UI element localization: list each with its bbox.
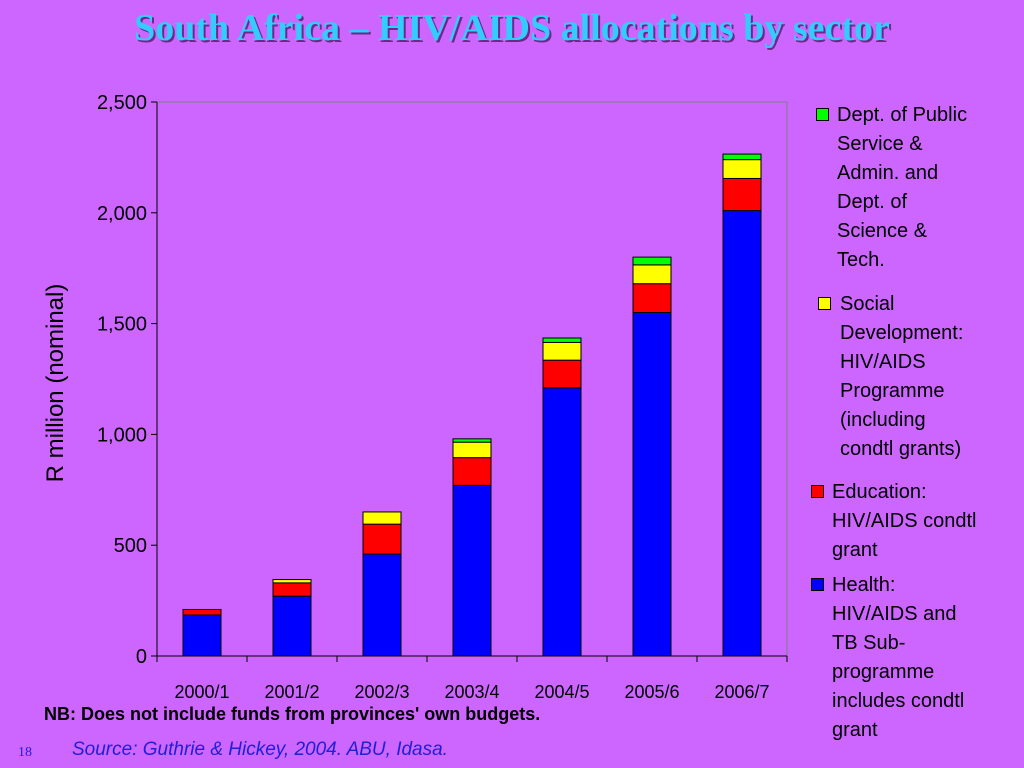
x-tick-label: 2005/6 bbox=[624, 682, 679, 702]
legend-item-health: Health: HIV/AIDS and TB Sub- programme i… bbox=[811, 571, 1011, 751]
bar-segment bbox=[632, 312, 672, 657]
legend-label-health: Health: HIV/AIDS and TB Sub- programme i… bbox=[832, 574, 965, 741]
bar-segment bbox=[542, 359, 582, 389]
bar-segment bbox=[542, 341, 582, 361]
x-tick-label: 2002/3 bbox=[354, 682, 409, 702]
y-tick-label: 0 bbox=[136, 646, 147, 668]
source-citation: Source: Guthrie & Hickey, 2004. ABU, Ida… bbox=[72, 739, 448, 760]
legend-swatch-green bbox=[816, 108, 829, 121]
bar-segment bbox=[362, 553, 402, 657]
bar-segment bbox=[182, 614, 222, 657]
bar-segment bbox=[542, 337, 582, 343]
bar-segment bbox=[452, 438, 492, 443]
bar-segment bbox=[272, 582, 312, 597]
bar-segment bbox=[272, 579, 312, 584]
bar-segment bbox=[632, 264, 672, 285]
bar-segment bbox=[362, 523, 402, 555]
y-tick-label: 2,500 bbox=[97, 92, 147, 114]
bar-segment bbox=[722, 153, 762, 161]
legend-item-education: Education: HIV/AIDS condtl grant bbox=[811, 478, 1011, 568]
x-tick-label: 2006/7 bbox=[714, 682, 769, 702]
bar-segment bbox=[632, 256, 672, 266]
bar-segment bbox=[542, 387, 582, 657]
y-tick-label: 1,000 bbox=[97, 424, 147, 446]
x-tick-label: 2001/2 bbox=[264, 682, 319, 702]
y-tick-label: 1,500 bbox=[97, 314, 147, 336]
bar-segment bbox=[452, 484, 492, 657]
legend-label-social-development: Social Development: HIV/AIDS Programme (… bbox=[840, 293, 964, 460]
legend-swatch-blue bbox=[811, 578, 824, 591]
bar-segment bbox=[632, 283, 672, 314]
bar-segment bbox=[722, 159, 762, 179]
y-tick-label: 500 bbox=[114, 535, 147, 557]
bar-segment bbox=[452, 457, 492, 486]
legend-label-public-service: Dept. of Public Service & Admin. and Dep… bbox=[837, 104, 968, 271]
x-tick-label: 2004/5 bbox=[534, 682, 589, 702]
legend-item-social-development: Social Development: HIV/AIDS Programme (… bbox=[818, 290, 1008, 470]
legend-item-public-service: Dept. of Public Service & Admin. and Dep… bbox=[816, 101, 1006, 281]
legend-label-education: Education: HIV/AIDS condtl grant bbox=[832, 481, 977, 561]
slide-title: South Africa – HIV/AIDS allocations by s… bbox=[134, 7, 890, 49]
bar-segment bbox=[722, 210, 762, 657]
footnote: NB: Does not include funds from province… bbox=[44, 704, 541, 724]
legend-swatch-red bbox=[811, 485, 824, 498]
bar-segment bbox=[722, 177, 762, 212]
y-axis-label: R million (nominal) bbox=[42, 284, 69, 483]
bar-segment bbox=[452, 441, 492, 459]
y-tick-label: 2,000 bbox=[97, 203, 147, 225]
x-tick-label: 2000/1 bbox=[174, 682, 229, 702]
slide-number: 18 bbox=[18, 745, 32, 760]
x-tick-label: 2003/4 bbox=[444, 682, 499, 702]
bar-segment bbox=[182, 608, 222, 616]
bar-segment bbox=[272, 595, 312, 657]
legend-swatch-yellow bbox=[818, 297, 831, 310]
bar-segment bbox=[362, 511, 402, 525]
